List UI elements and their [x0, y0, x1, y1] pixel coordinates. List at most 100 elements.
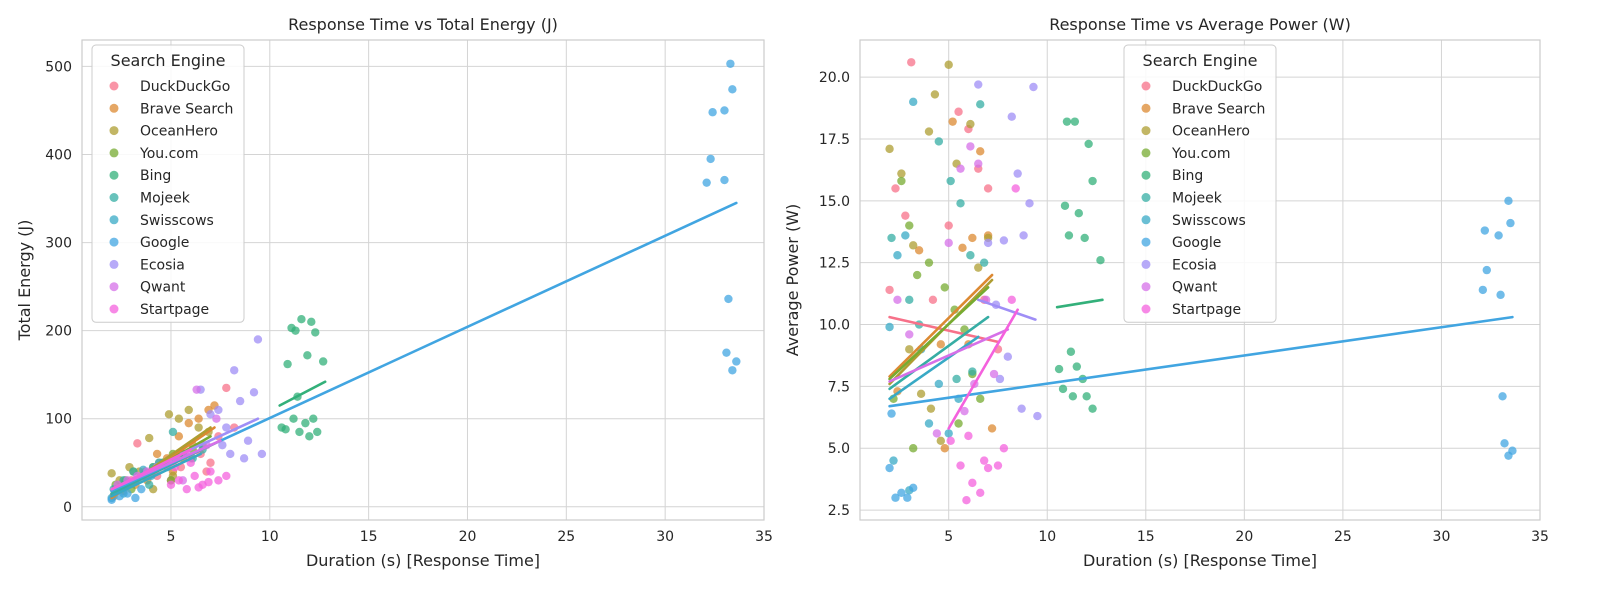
legend-title: Search Engine [111, 51, 226, 70]
plot-frame [859, 39, 1541, 521]
data-point [930, 90, 940, 99]
trend-line [1055, 298, 1104, 309]
legend-marker [1141, 126, 1151, 136]
data-point [190, 471, 199, 481]
legend-label: Mojeek [140, 191, 191, 207]
data-point [728, 366, 737, 375]
y-tick-label: 15.0 [819, 194, 850, 210]
data-point [732, 357, 741, 366]
data-point [257, 449, 267, 459]
data-point [239, 454, 249, 463]
legend-marker [109, 148, 119, 158]
legend-label: Startpage [1172, 302, 1241, 318]
chart-energy: 5 10 15 20 25 30 35 0 100 200 300 400 500 Response Ti… [15, 15, 773, 570]
data-point [184, 405, 193, 415]
series-google [107, 59, 741, 504]
y-tick-label: 500 [45, 59, 72, 75]
x-tick-label: 5 [944, 529, 953, 545]
trend-line [888, 315, 1514, 408]
data-point [1017, 404, 1026, 413]
data-point [184, 418, 193, 428]
data-point [885, 144, 894, 154]
data-point [958, 243, 967, 253]
legend-title: Search Engine [1143, 51, 1258, 70]
data-point [944, 429, 953, 438]
data-point [889, 456, 898, 465]
data-point [944, 238, 953, 248]
data-point [944, 221, 953, 230]
data-point [1082, 392, 1091, 401]
data-point [905, 221, 914, 230]
legend-label: DuckDuckGo [1172, 79, 1262, 95]
data-point [303, 351, 312, 360]
trend-line [179, 417, 260, 456]
data-point [893, 251, 902, 260]
data-point [1482, 265, 1491, 275]
y-tick-label: 7.5 [828, 379, 850, 395]
x-tick-label: 35 [755, 529, 773, 545]
series-startpage [946, 184, 1020, 505]
x-tick-label: 5 [166, 529, 175, 545]
data-point [206, 458, 215, 467]
data-point [952, 374, 961, 384]
legend-marker [109, 237, 119, 247]
x-tick-label: 35 [1531, 529, 1549, 545]
series-mojeek [887, 100, 989, 384]
data-point [968, 367, 977, 376]
data-point [964, 431, 973, 441]
data-point [313, 427, 322, 437]
legend-marker [109, 126, 119, 136]
data-point [174, 414, 184, 423]
plot-frame [81, 39, 765, 521]
data-point [909, 483, 918, 493]
data-point [1011, 184, 1020, 193]
x-tick-label: 10 [261, 529, 279, 545]
data-point [194, 414, 203, 423]
legend-marker [109, 170, 119, 180]
data-point [1096, 256, 1105, 265]
data-point [1508, 446, 1517, 455]
data-point [891, 493, 900, 502]
legend-box [91, 44, 245, 323]
data-point [956, 164, 965, 173]
data-point [928, 295, 938, 304]
data-point [940, 444, 949, 453]
x-axis-label: Duration (s) [Response Time] [306, 551, 540, 570]
data-point [706, 154, 715, 164]
data-point [1054, 364, 1064, 374]
series-oceanhero [885, 60, 993, 446]
data-point [1498, 392, 1507, 401]
data-point [897, 488, 906, 497]
data-point [893, 295, 902, 304]
data-point [168, 427, 178, 437]
data-point [954, 107, 963, 116]
data-point [946, 176, 955, 186]
data-point [724, 294, 733, 304]
data-point [901, 231, 910, 240]
data-point [1019, 231, 1028, 240]
series-google [885, 196, 1517, 502]
data-point [966, 119, 975, 129]
data-point [1506, 218, 1515, 228]
data-point [289, 414, 298, 423]
data-point [1007, 295, 1016, 304]
data-point [974, 159, 983, 168]
legend-label: Qwant [140, 280, 186, 296]
legend-marker [1141, 81, 1151, 91]
legend-label: Startpage [140, 302, 209, 318]
data-point [283, 359, 292, 369]
data-point [1070, 117, 1080, 126]
data-point [995, 374, 1005, 384]
data-point [956, 199, 965, 208]
data-point [728, 85, 737, 94]
data-point [979, 258, 989, 267]
y-axis-label: Total Energy (J) [15, 220, 34, 342]
data-point [243, 436, 253, 445]
series-swisscows [885, 97, 963, 495]
trend-line [278, 380, 327, 407]
legend-label: OceanHero [1172, 124, 1250, 140]
data-point [702, 178, 711, 187]
data-point [1068, 392, 1078, 401]
y-axis-label: Average Power (W) [783, 204, 802, 357]
